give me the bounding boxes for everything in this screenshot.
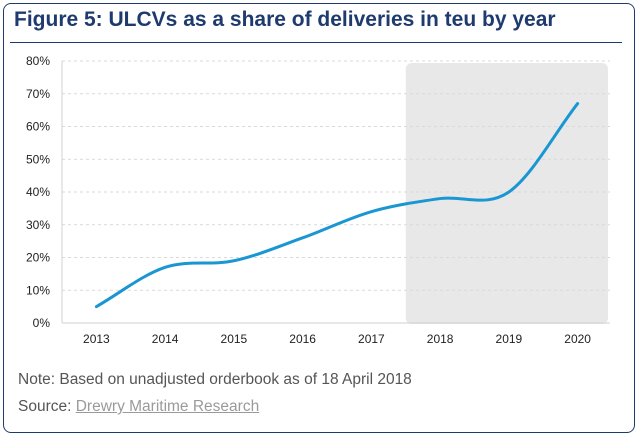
x-tick-label: 2013 (83, 332, 110, 346)
y-tick-label: 40% (26, 185, 50, 199)
source-prefix: Source: (18, 398, 72, 415)
series-line (94, 102, 580, 309)
y-tick-label: 80% (26, 54, 50, 68)
y-tick-label: 70% (26, 87, 50, 101)
y-tick-label: 20% (26, 251, 50, 265)
title-divider (10, 42, 622, 43)
source-name[interactable]: Drewry Maritime Research (75, 398, 260, 415)
y-tick-label: 30% (26, 218, 50, 232)
y-tick-label: 60% (26, 120, 50, 134)
y-tick-label: 0% (33, 316, 51, 330)
figure-note: Note: Based on unadjusted orderbook as o… (18, 371, 412, 388)
y-tick-label: 10% (26, 283, 50, 297)
x-tick-label: 2016 (289, 332, 316, 346)
x-tick-label: 2020 (564, 332, 591, 346)
figure-title: Figure 5: ULCVs as a share of deliveries… (14, 8, 556, 31)
x-tick-label: 2018 (427, 332, 454, 346)
figure-source: Source: Drewry Maritime Research (18, 398, 259, 416)
x-tick-label: 2014 (152, 332, 179, 346)
y-tick-label: 50% (26, 152, 50, 166)
x-tick-label: 2019 (496, 332, 523, 346)
x-tick-label: 2017 (358, 332, 385, 346)
x-tick-label: 2015 (221, 332, 248, 346)
